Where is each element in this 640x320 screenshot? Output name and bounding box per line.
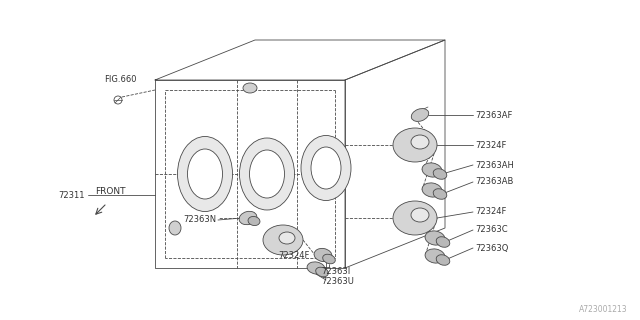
Ellipse shape (433, 169, 447, 179)
Ellipse shape (188, 149, 223, 199)
Text: 72311: 72311 (58, 190, 85, 199)
Ellipse shape (279, 232, 295, 244)
Ellipse shape (263, 225, 303, 255)
Text: 72363Q: 72363Q (475, 244, 508, 252)
Text: A723001213: A723001213 (579, 305, 628, 314)
Ellipse shape (422, 183, 442, 197)
Text: 72363C: 72363C (475, 226, 508, 235)
Ellipse shape (314, 248, 332, 261)
Ellipse shape (243, 83, 257, 93)
Ellipse shape (177, 137, 232, 212)
Text: FIG.660: FIG.660 (104, 76, 136, 84)
Ellipse shape (301, 135, 351, 201)
Text: 72363AH: 72363AH (475, 161, 514, 170)
Ellipse shape (239, 211, 257, 225)
Ellipse shape (425, 249, 445, 263)
Ellipse shape (425, 231, 445, 245)
Ellipse shape (393, 128, 437, 162)
Ellipse shape (239, 138, 294, 210)
Ellipse shape (316, 267, 328, 277)
Ellipse shape (412, 108, 429, 121)
Text: 72324F: 72324F (475, 207, 506, 217)
Ellipse shape (433, 189, 447, 199)
Ellipse shape (393, 201, 437, 235)
Text: 72363N: 72363N (183, 215, 216, 225)
Ellipse shape (436, 255, 450, 265)
Ellipse shape (307, 262, 325, 274)
Ellipse shape (250, 150, 285, 198)
Text: 72363AF: 72363AF (475, 110, 513, 119)
Ellipse shape (411, 208, 429, 222)
Ellipse shape (422, 163, 442, 177)
Text: 72324F: 72324F (278, 252, 309, 260)
Ellipse shape (169, 221, 181, 235)
Ellipse shape (411, 135, 429, 149)
Text: 72363I: 72363I (321, 267, 350, 276)
Ellipse shape (436, 237, 450, 247)
Text: FRONT: FRONT (95, 187, 125, 196)
Text: 72324F: 72324F (475, 140, 506, 149)
Ellipse shape (311, 147, 341, 189)
Ellipse shape (323, 254, 335, 264)
Ellipse shape (248, 216, 260, 226)
Text: 72363U: 72363U (321, 277, 354, 286)
Text: 72363AB: 72363AB (475, 178, 513, 187)
